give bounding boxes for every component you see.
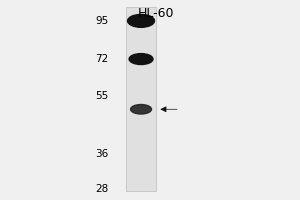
Text: HL-60: HL-60	[138, 7, 174, 20]
Bar	[126, 7, 156, 191]
Ellipse shape	[128, 14, 154, 27]
Text: 28: 28	[95, 184, 108, 194]
Text: 72: 72	[95, 54, 108, 64]
Text: 36: 36	[95, 149, 108, 159]
Ellipse shape	[130, 104, 152, 114]
Text: 95: 95	[95, 16, 108, 26]
Ellipse shape	[129, 54, 153, 65]
Text: 55: 55	[95, 91, 108, 101]
